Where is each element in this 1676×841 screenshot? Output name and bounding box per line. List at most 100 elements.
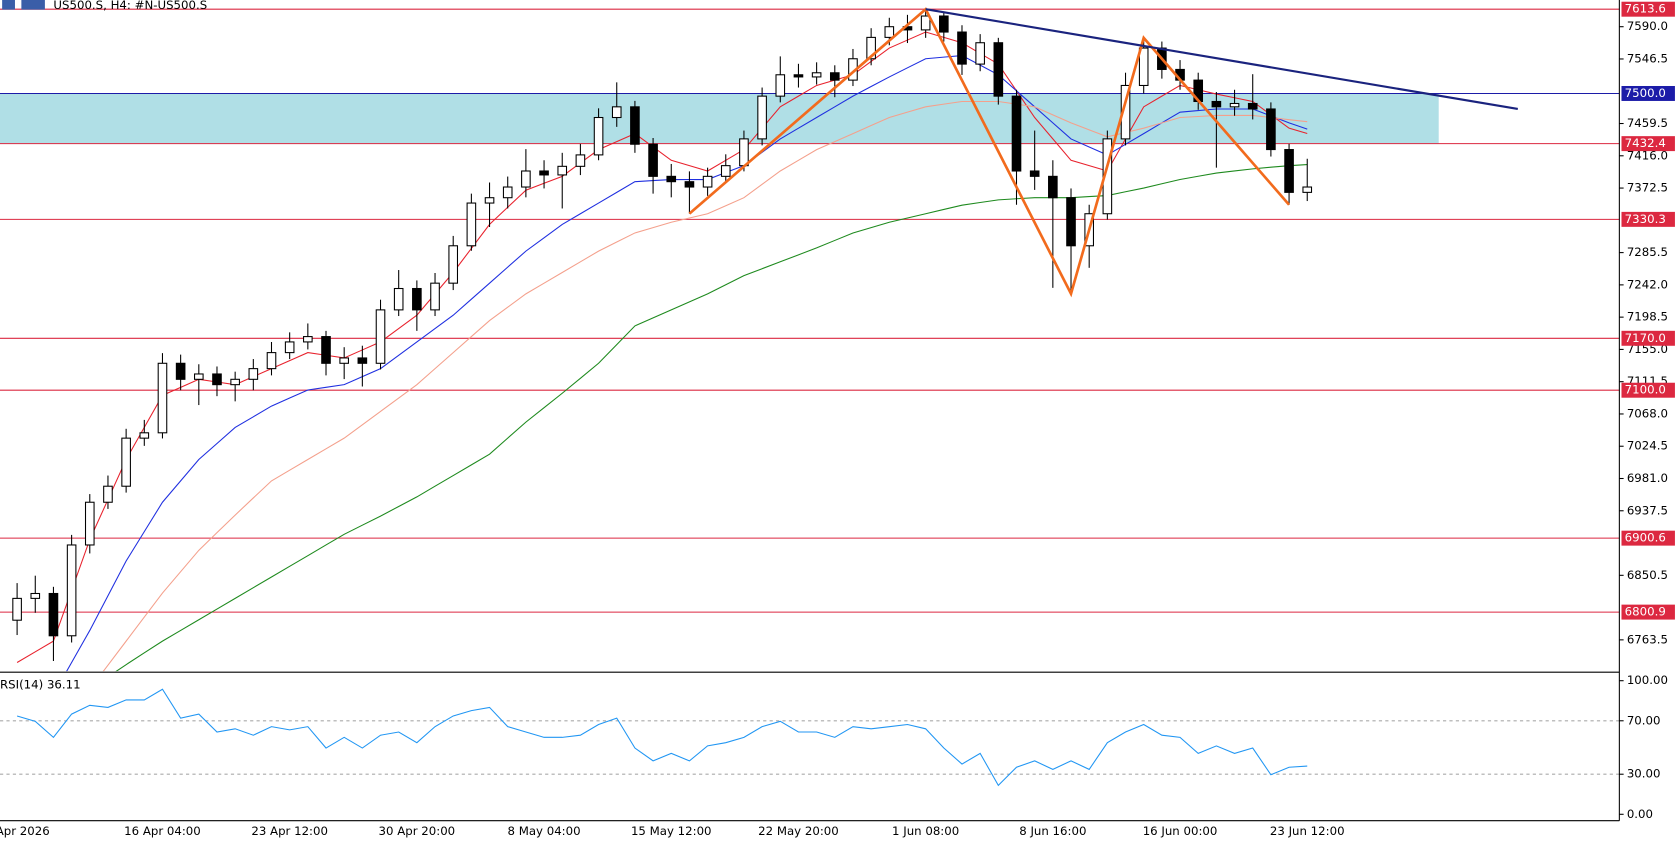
rsi-tick-label: 0.00 bbox=[1627, 807, 1653, 821]
candle-body bbox=[1048, 175, 1058, 199]
x-tick-label: 23 Jun 12:00 bbox=[1270, 824, 1345, 838]
candle-body bbox=[484, 197, 495, 204]
trendline bbox=[925, 8, 1518, 111]
candle-body bbox=[121, 437, 131, 487]
candle-body bbox=[212, 373, 222, 386]
candle-body bbox=[611, 106, 622, 119]
level-label: 7100.0 bbox=[1625, 383, 1666, 397]
x-tick-label: 15 May 12:00 bbox=[631, 824, 712, 838]
rsi-label: RSI(14) 36.11 bbox=[0, 677, 81, 691]
candle-body bbox=[1211, 100, 1222, 108]
candle-body bbox=[1229, 102, 1240, 108]
y-tick-label: 7068.0 bbox=[1627, 406, 1668, 420]
candle-body bbox=[357, 357, 368, 364]
candle-body bbox=[993, 42, 1004, 97]
candle-body bbox=[684, 181, 695, 188]
y-tick-label: 7242.0 bbox=[1627, 277, 1668, 291]
y-tick-label: 7372.5 bbox=[1627, 181, 1668, 195]
level-label-box bbox=[1621, 1, 1675, 17]
x-tick-label: 8 May 04:00 bbox=[507, 824, 580, 838]
candle-body bbox=[393, 287, 404, 311]
level-label-box bbox=[1621, 382, 1675, 398]
x-tick-label: 1 Jun 08:00 bbox=[892, 824, 959, 838]
x-tick-label: 23 Apr 12:00 bbox=[251, 824, 328, 838]
candle-body bbox=[1284, 149, 1294, 193]
menu-icon[interactable] bbox=[2, 0, 15, 10]
candle-body bbox=[702, 175, 713, 188]
candle-body bbox=[739, 138, 749, 167]
x-tick-label: 22 May 20:00 bbox=[758, 824, 839, 838]
candle-body bbox=[375, 309, 386, 364]
candle-body bbox=[884, 26, 895, 38]
rsi-tick-label: 100.00 bbox=[1627, 673, 1668, 687]
rsi-panel: RSI(14) 36.11 bbox=[0, 677, 1620, 787]
price-panel bbox=[0, 7, 1620, 672]
candle-body bbox=[430, 282, 440, 311]
candle-body bbox=[975, 42, 985, 65]
candle-body bbox=[103, 485, 113, 503]
level-label: 7432.4 bbox=[1625, 136, 1666, 150]
x-tick-label: 8 Apr 2026 bbox=[0, 824, 50, 838]
candle-body bbox=[66, 544, 77, 637]
x-tick-label: 8 Jun 16:00 bbox=[1019, 824, 1086, 838]
y-tick-label: 6763.5 bbox=[1627, 632, 1668, 646]
moving-average bbox=[102, 100, 1308, 672]
candle-body bbox=[575, 154, 586, 167]
candle-body bbox=[48, 592, 59, 637]
candle-body bbox=[230, 378, 240, 386]
moving-average bbox=[115, 164, 1308, 672]
candle-body bbox=[175, 362, 186, 380]
zone bbox=[0, 93, 1439, 144]
candle-body bbox=[829, 72, 840, 81]
candle-body bbox=[266, 352, 277, 370]
y-tick-label: 7459.5 bbox=[1627, 116, 1668, 130]
candle-body bbox=[12, 597, 22, 621]
candle-body bbox=[157, 362, 168, 434]
y-tick-label: 6937.5 bbox=[1627, 503, 1668, 517]
candle-body bbox=[593, 116, 604, 156]
candle-body bbox=[648, 143, 658, 177]
candle-body bbox=[757, 95, 767, 140]
level-label: 6800.9 bbox=[1625, 605, 1666, 619]
candle-body bbox=[303, 336, 313, 343]
candle-body bbox=[466, 202, 477, 247]
candle-body bbox=[720, 165, 731, 177]
level-label-box bbox=[1621, 211, 1675, 227]
candle-body bbox=[194, 373, 204, 380]
candle-body bbox=[557, 165, 568, 176]
level-label: 7330.3 bbox=[1625, 212, 1666, 226]
chart-title: US500.S, H4: #N-US500.S bbox=[53, 0, 207, 12]
chart-icon[interactable] bbox=[21, 0, 45, 10]
candle-body bbox=[448, 245, 459, 284]
candle-body bbox=[811, 72, 822, 78]
level-label: 7170.0 bbox=[1625, 331, 1666, 345]
rsi-line bbox=[16, 688, 1308, 787]
candle-body bbox=[939, 15, 949, 33]
candle-body bbox=[321, 336, 331, 364]
candle-body bbox=[284, 341, 295, 354]
level-label-box bbox=[1621, 330, 1675, 346]
candle-body bbox=[1011, 95, 1022, 172]
x-tick-label: 30 Apr 20:00 bbox=[379, 824, 456, 838]
candle-body bbox=[539, 170, 549, 176]
candle-body bbox=[412, 287, 422, 311]
rsi-tick-label: 30.00 bbox=[1627, 767, 1661, 781]
candle-body bbox=[630, 106, 640, 145]
level-label-box bbox=[1621, 530, 1675, 546]
candle-body bbox=[866, 36, 876, 60]
candle-body bbox=[1066, 197, 1076, 247]
level-label-box bbox=[1621, 604, 1675, 620]
candle-body bbox=[521, 170, 531, 188]
y-tick-label: 7546.5 bbox=[1627, 51, 1668, 65]
candle-body bbox=[248, 368, 259, 380]
zigzag bbox=[688, 7, 1291, 298]
level-label: 7613.6 bbox=[1625, 2, 1666, 16]
candle-body bbox=[666, 175, 677, 183]
candle-body bbox=[793, 74, 804, 78]
candle-body bbox=[920, 15, 931, 31]
candle-body bbox=[1247, 102, 1258, 110]
candle-body bbox=[1266, 108, 1276, 151]
level-label-box bbox=[1621, 136, 1675, 152]
